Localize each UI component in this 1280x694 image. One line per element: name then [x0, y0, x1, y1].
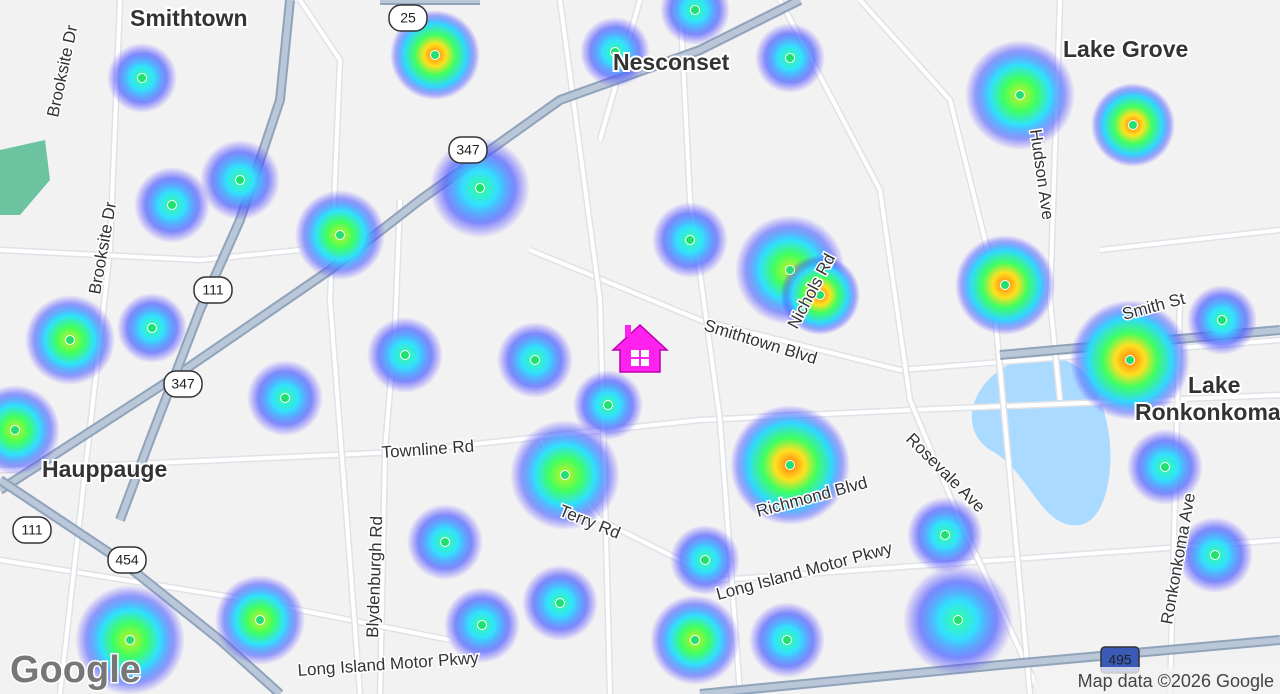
place-label: Smithtown	[130, 5, 248, 31]
data-point	[125, 635, 135, 645]
data-point	[1000, 280, 1010, 290]
data-point	[440, 537, 450, 547]
shield-number: 454	[115, 552, 139, 568]
lake	[971, 355, 1111, 526]
data-point	[690, 5, 700, 15]
place-label: Lake Grove	[1063, 36, 1188, 62]
data-point	[603, 400, 613, 410]
data-point	[147, 323, 157, 333]
data-point	[1217, 315, 1227, 325]
shield-number: 495	[1108, 652, 1132, 668]
shield-number: 111	[21, 522, 42, 538]
data-point	[610, 47, 620, 57]
place-label: Hauppauge	[42, 456, 167, 482]
road	[1099, 228, 1280, 252]
data-point	[690, 635, 700, 645]
data-point	[785, 265, 795, 275]
shield-bg	[193, 276, 233, 304]
data-point	[477, 620, 487, 630]
google-logo: Google	[10, 649, 141, 691]
heat-blob	[0, 385, 60, 475]
data-point	[560, 470, 570, 480]
data-point	[1210, 550, 1220, 560]
place-label: Ronkonkoma	[1135, 399, 1280, 425]
data-point	[1160, 462, 1170, 472]
data-point	[137, 73, 147, 83]
data-point	[400, 350, 410, 360]
attribution-bg	[1034, 667, 1280, 694]
road	[858, 0, 1032, 694]
data-point	[785, 460, 795, 470]
data-point	[335, 230, 345, 240]
place-label: Nesconset	[613, 49, 730, 75]
shield-bg	[12, 516, 52, 544]
data-point	[555, 598, 565, 608]
road	[298, 0, 362, 694]
data-point	[1015, 90, 1025, 100]
data-point	[255, 615, 265, 625]
road	[0, 393, 1280, 472]
data-point	[785, 53, 795, 63]
shield-bg	[448, 136, 488, 164]
data-point	[530, 355, 540, 365]
highway	[0, 477, 283, 694]
data-point	[65, 335, 75, 345]
data-point	[815, 290, 825, 300]
heat-blob	[660, 0, 730, 45]
shield-bg	[107, 546, 147, 574]
data-point	[1128, 120, 1138, 130]
shield-number: 347	[171, 376, 195, 392]
park	[0, 140, 50, 215]
data-point	[700, 555, 710, 565]
data-point	[782, 635, 792, 645]
data-point	[940, 530, 950, 540]
highway	[117, 0, 293, 522]
data-point	[1125, 355, 1135, 365]
data-point	[430, 50, 440, 60]
home-marker	[611, 323, 669, 373]
data-point	[685, 235, 695, 245]
shield-bg	[388, 4, 428, 32]
shields: 25 347 111 347 111 454 495	[12, 4, 1140, 674]
shield-number: 347	[456, 142, 480, 158]
data-point	[953, 615, 963, 625]
place-label: Lake	[1188, 372, 1240, 398]
road	[378, 199, 402, 694]
data-point	[280, 393, 290, 403]
road	[0, 248, 301, 263]
data-point	[235, 175, 245, 185]
data-point	[10, 425, 20, 435]
attribution: Map data ©2026 Google	[1078, 671, 1274, 691]
shield-bg	[163, 370, 203, 398]
shield-number: 111	[202, 282, 223, 298]
shield-number: 25	[400, 10, 416, 26]
data-point	[167, 200, 177, 210]
highway	[699, 637, 1280, 694]
road-label: Blydenburgh Rd	[363, 516, 386, 639]
data-point	[475, 183, 485, 193]
